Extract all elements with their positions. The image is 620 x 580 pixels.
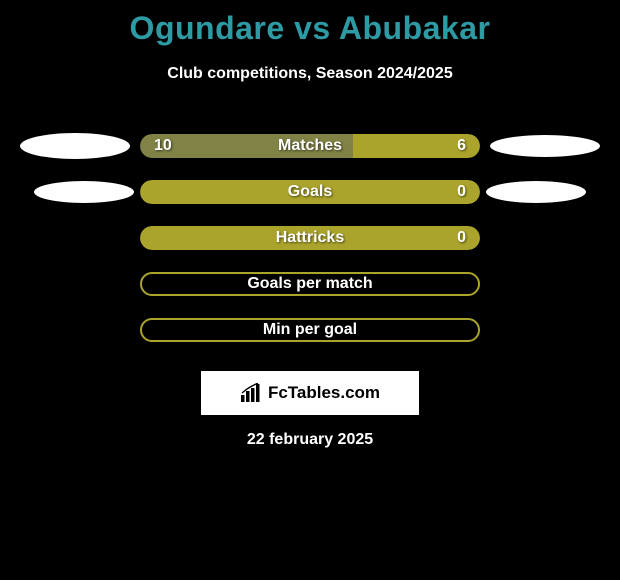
stat-row: Min per goal [0, 307, 620, 353]
stat-row: Goals0 [0, 169, 620, 215]
stat-right-side [480, 135, 610, 157]
logo-text: FcTables.com [268, 383, 380, 403]
stat-bar: Matches10 6 [140, 134, 480, 158]
subtitle: Club competitions, Season 2024/2025 [0, 65, 620, 83]
stat-label: Hattricks [140, 226, 480, 250]
player-ellipse-left [34, 181, 134, 203]
player-ellipse-left [20, 133, 130, 159]
stat-row: Matches10 6 [0, 123, 620, 169]
stat-bar: Goals per match [140, 272, 480, 296]
stat-bar: Min per goal [140, 318, 480, 342]
player-ellipse-right [490, 135, 600, 157]
stat-left-side [10, 133, 140, 159]
stat-right-value: 0 [457, 226, 466, 250]
stat-label: Goals per match [142, 274, 478, 294]
stat-left-side [10, 181, 140, 203]
stat-bar: Goals0 [140, 180, 480, 204]
stat-bar: Hattricks0 [140, 226, 480, 250]
player-ellipse-right [486, 181, 586, 203]
stat-right-value: 6 [457, 134, 466, 158]
stat-row: Goals per match [0, 261, 620, 307]
stat-left-value: 10 [154, 134, 172, 158]
stat-label: Matches [140, 134, 480, 158]
stat-right-side [480, 181, 610, 203]
stat-label: Goals [140, 180, 480, 204]
stats-rows: Matches106Goals0Hattricks0Goals per matc… [0, 123, 620, 353]
stat-label: Min per goal [142, 320, 478, 340]
stat-row: Hattricks0 [0, 215, 620, 261]
chart-icon [240, 383, 262, 403]
logo-box: FcTables.com [201, 371, 419, 415]
date-text: 22 february 2025 [0, 431, 620, 449]
page-title: Ogundare vs Abubakar [0, 0, 620, 47]
stat-right-value: 0 [457, 180, 466, 204]
